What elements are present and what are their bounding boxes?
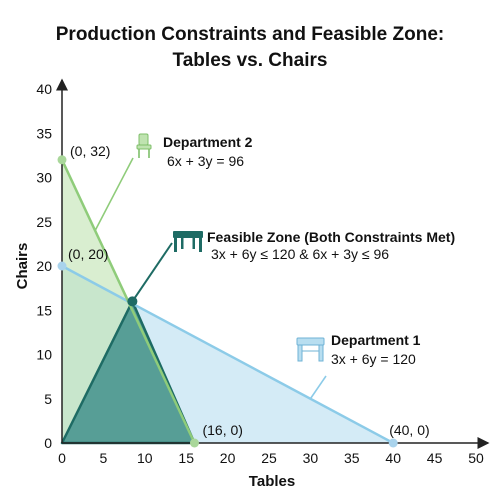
- y-ticks: 0 5 10 15 20 25 30 35 40: [36, 81, 52, 451]
- chart-title-line-1: Production Constraints and Feasible Zone…: [56, 24, 444, 45]
- x-tick-label: 10: [137, 450, 153, 466]
- annotation-feasible-zone: Feasible Zone (Both Constraints Met) 3x …: [173, 229, 455, 262]
- annotation-department-2: Department 2 6x + 3y = 96: [136, 133, 253, 169]
- point-label: (0, 32): [70, 143, 110, 159]
- desk-icon: [296, 337, 325, 362]
- feasible-zone-label: Feasible Zone (Both Constraints Met): [207, 229, 455, 245]
- chair-icon: [136, 133, 152, 158]
- y-tick-label: 5: [44, 391, 52, 407]
- y-tick-label: 15: [36, 302, 52, 318]
- x-axis-label: Tables: [249, 473, 295, 490]
- x-tick-label: 50: [468, 450, 484, 466]
- x-tick-label: 0: [58, 450, 66, 466]
- department-1-label: Department 1: [331, 332, 421, 348]
- x-tick-label: 15: [178, 450, 194, 466]
- point-label: (0, 20): [68, 246, 108, 262]
- boundary-line-department-1: [61, 264, 394, 445]
- y-tick-label: 20: [36, 258, 52, 274]
- department-1-equation: 3x + 6y = 120: [331, 351, 416, 367]
- point-labels: (0, 32) (0, 20) (16, 0) (40, 0): [68, 143, 430, 438]
- vertex-marker: [388, 438, 398, 448]
- y-tick-label: 35: [36, 125, 52, 141]
- vertex-marker: [57, 155, 67, 165]
- regions: [60, 159, 394, 445]
- x-tick-label: 40: [385, 450, 401, 466]
- y-tick-label: 40: [36, 81, 52, 97]
- department-2-equation: 6x + 3y = 96: [167, 153, 244, 169]
- annotation-department-1: Department 1 3x + 6y = 120: [296, 332, 421, 367]
- point-label: (16, 0): [202, 422, 242, 438]
- vertex-markers: [57, 155, 398, 448]
- y-axis-label: Chairs: [14, 243, 31, 290]
- x-tick-label: 35: [344, 450, 360, 466]
- x-tick-label: 20: [220, 450, 236, 466]
- leader-lines: [94, 157, 327, 400]
- leader-feasible-zone: [131, 242, 173, 302]
- y-tick-label: 0: [44, 435, 52, 451]
- y-tick-label: 10: [36, 347, 52, 363]
- x-tick-label: 30: [303, 450, 319, 466]
- intersection-marker: [127, 296, 138, 307]
- feasible-zone-equation: 3x + 6y ≤ 120 & 6x + 3y ≤ 96: [211, 246, 389, 262]
- x-ticks: 0 5 10 15 20 25 30 35 40 45 50: [58, 450, 484, 466]
- chart-title: Production Constraints and Feasible Zone…: [56, 24, 444, 71]
- leader-department-2: [94, 157, 134, 231]
- point-label: (40, 0): [389, 422, 429, 438]
- table-icon: [173, 231, 203, 252]
- vertex-marker: [189, 438, 199, 448]
- department-2-label: Department 2: [163, 134, 253, 150]
- x-tick-label: 5: [100, 450, 108, 466]
- vertex-marker: [57, 261, 67, 271]
- x-tick-label: 45: [427, 450, 443, 466]
- y-tick-label: 30: [36, 170, 52, 186]
- y-tick-label: 25: [36, 214, 52, 230]
- chart-title-line-2: Tables vs. Chairs: [173, 50, 328, 71]
- x-tick-label: 25: [261, 450, 277, 466]
- leader-department-1: [309, 375, 327, 400]
